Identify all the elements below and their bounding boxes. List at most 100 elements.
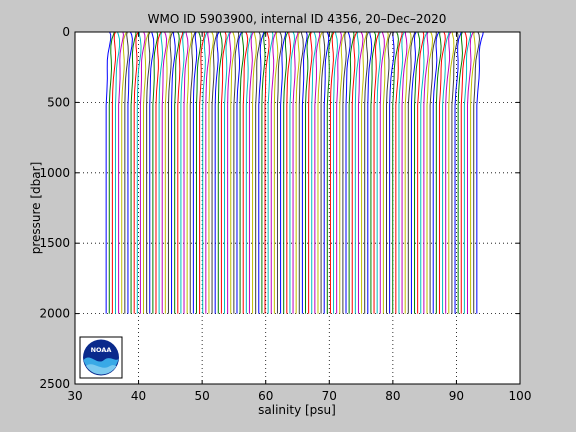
- profile-line: [276, 31, 283, 314]
- profile-line: [224, 31, 231, 314]
- x-tick-label: 60: [258, 389, 273, 403]
- y-tick-label: 1500: [39, 236, 70, 250]
- profile-line: [239, 31, 245, 314]
- profile-line: [417, 31, 425, 314]
- salinity-profiles: [105, 31, 484, 314]
- profile-line: [124, 31, 129, 314]
- profile-line: [361, 31, 368, 314]
- profile-line: [267, 31, 274, 314]
- profile-line: [121, 31, 127, 314]
- profile-line: [136, 31, 142, 314]
- profile-line: [367, 31, 373, 314]
- y-tick-label: 2500: [39, 377, 70, 391]
- profile-line: [398, 31, 405, 314]
- profile-line: [261, 31, 266, 314]
- profile-line: [217, 31, 223, 314]
- profile-line: [329, 31, 335, 314]
- x-tick-label: 100: [509, 389, 532, 403]
- profile-line: [345, 31, 351, 314]
- profile-line: [252, 31, 257, 314]
- profile-line: [451, 31, 459, 314]
- profile-line: [435, 31, 442, 314]
- profile-line: [139, 31, 146, 314]
- profile-line: [236, 31, 243, 314]
- profile-line: [389, 31, 395, 314]
- profile-line: [354, 31, 360, 314]
- profile-line: [174, 31, 180, 314]
- profile-line: [133, 31, 139, 314]
- profile-line: [242, 31, 249, 314]
- profile-line: [351, 31, 358, 314]
- profile-line: [270, 31, 277, 314]
- profile-line: [370, 31, 376, 314]
- plot-frame: [74, 31, 521, 385]
- profile-line: [476, 31, 484, 314]
- profile-line: [105, 31, 112, 314]
- profile-line: [426, 31, 434, 314]
- profile-line: [214, 31, 220, 314]
- profile-line: [454, 31, 462, 314]
- profile-line: [130, 31, 137, 314]
- profile-line: [308, 31, 313, 314]
- profile-line: [199, 31, 205, 314]
- profile-line: [273, 31, 279, 314]
- profile-line: [283, 31, 289, 314]
- profile-line: [245, 31, 252, 314]
- profile-line: [286, 31, 292, 314]
- profile-line: [376, 31, 381, 314]
- profile-line: [470, 31, 476, 314]
- profile-line: [420, 31, 428, 314]
- profile-line: [429, 31, 437, 314]
- profile-line: [114, 31, 121, 314]
- profile-line: [336, 31, 342, 314]
- profile-line: [280, 31, 286, 314]
- profile-line: [202, 31, 208, 314]
- profile-line: [208, 31, 214, 314]
- profile-line: [401, 31, 408, 314]
- profile-line: [220, 31, 227, 314]
- profile-line: [146, 31, 151, 314]
- profile-line: [248, 31, 254, 314]
- profile-line: [339, 31, 346, 314]
- profile-line: [442, 31, 450, 314]
- profile-line: [326, 31, 333, 314]
- x-tick-label: 50: [195, 389, 210, 403]
- profile-line: [211, 31, 218, 314]
- profile-line: [445, 31, 452, 314]
- profile-line: [183, 31, 189, 314]
- profile-line: [227, 31, 232, 314]
- x-axis: 30 40 50 60 70 80 90 100: [67, 32, 531, 403]
- profile-line: [108, 31, 115, 314]
- profile-line: [192, 31, 198, 314]
- profile-line: [323, 31, 330, 314]
- profile-line: [118, 31, 124, 314]
- profile-line: [432, 31, 440, 314]
- y-tick-label: 2000: [39, 307, 70, 321]
- profile-line: [305, 31, 311, 314]
- profile-line: [348, 31, 355, 314]
- x-axis-label: salinity [psu]: [258, 403, 336, 417]
- profile-line: [158, 31, 164, 314]
- profile-line: [386, 31, 392, 314]
- x-tick-label: 40: [131, 389, 146, 403]
- profile-line: [473, 31, 481, 314]
- profile-line: [342, 31, 347, 314]
- y-tick-label: 0: [62, 25, 70, 39]
- profile-line: [410, 31, 417, 314]
- profile-line: [167, 31, 174, 314]
- x-tick-label: 80: [385, 389, 400, 403]
- profile-line: [357, 31, 364, 314]
- profile-line: [195, 31, 202, 314]
- profile-line: [143, 31, 150, 314]
- profile-line: [448, 31, 455, 314]
- profile-line: [364, 31, 370, 314]
- profile-line: [457, 31, 463, 314]
- y-tick-label: 1000: [39, 166, 70, 180]
- profile-line: [161, 31, 168, 314]
- profile-line: [152, 31, 159, 314]
- profile-line: [230, 31, 236, 314]
- profile-line: [395, 31, 403, 314]
- profile-line: [320, 31, 326, 314]
- profile-line: [373, 31, 380, 314]
